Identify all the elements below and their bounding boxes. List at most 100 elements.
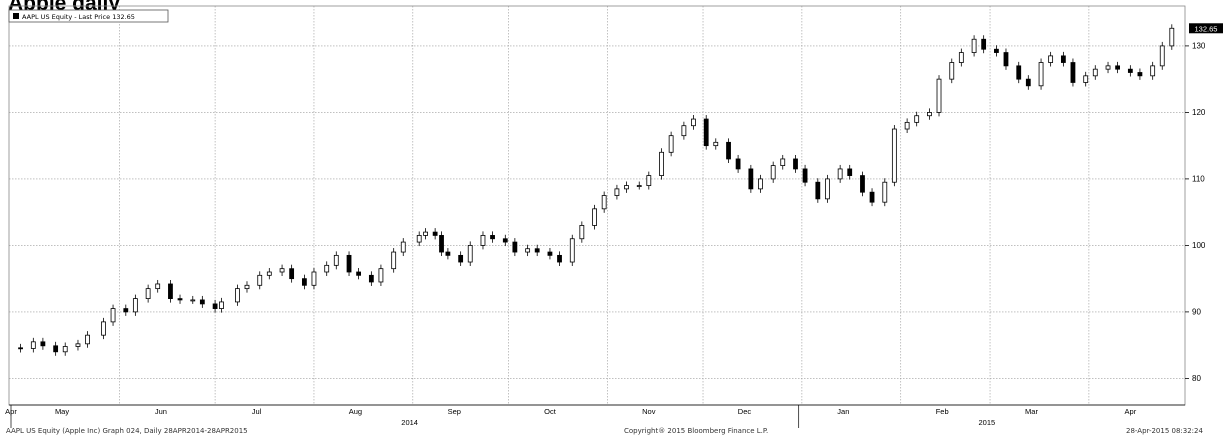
candle-body xyxy=(758,178,763,190)
candle-body xyxy=(416,235,422,243)
candle-body xyxy=(1025,78,1031,87)
legend-entry: AAPL US Equity - Last Price 132.65 xyxy=(22,13,135,21)
plot-frame xyxy=(8,5,1186,406)
candle-body xyxy=(981,38,987,50)
y-tick-label: 130 xyxy=(1192,41,1206,50)
candle-body xyxy=(244,284,250,290)
candle-body xyxy=(439,235,444,253)
candle-body xyxy=(199,299,205,305)
candle-body xyxy=(110,308,116,323)
candle-body xyxy=(324,264,330,273)
candle-body xyxy=(289,268,295,280)
candle-body xyxy=(101,321,106,336)
candle-body xyxy=(177,298,183,301)
candle-body xyxy=(346,254,352,273)
price-tag-label: 132.65 xyxy=(1195,24,1218,33)
candle-body xyxy=(904,121,910,130)
candle-body xyxy=(780,158,786,166)
candle-body xyxy=(1070,62,1076,83)
candle-body xyxy=(257,274,263,286)
x-tick-label: Dec xyxy=(738,407,752,416)
candle-body xyxy=(1083,75,1089,83)
candle-body xyxy=(659,151,664,176)
candle-body xyxy=(1016,65,1022,80)
x-tick-label: Mar xyxy=(1025,407,1038,416)
x-tick-label: Jan xyxy=(837,407,849,416)
candle-body xyxy=(748,168,754,190)
candle-body xyxy=(847,168,853,176)
y-tick-label: 80 xyxy=(1192,374,1201,383)
candle-body xyxy=(1127,68,1133,73)
candle-body xyxy=(1105,65,1111,70)
candle-body xyxy=(646,175,652,186)
candle-body xyxy=(569,238,575,263)
y-tick-label: 120 xyxy=(1192,108,1206,117)
candle-body xyxy=(1003,52,1009,67)
candle-body xyxy=(726,141,731,160)
candle-body xyxy=(1038,62,1044,87)
candle-body xyxy=(936,78,942,113)
x-tick-label: Sep xyxy=(448,407,461,416)
candle-body xyxy=(333,254,339,266)
x-tick-label: Feb xyxy=(936,407,949,416)
candle-body xyxy=(824,178,830,200)
candle-body xyxy=(1115,65,1120,70)
candle-body xyxy=(914,115,920,123)
candle-body xyxy=(668,135,674,153)
candle-body xyxy=(445,251,451,256)
candle-body xyxy=(40,341,46,347)
candle-body xyxy=(502,238,508,243)
candle-body xyxy=(691,118,696,127)
candles xyxy=(18,24,1175,356)
candle-body xyxy=(1150,65,1156,77)
year-label: 2015 xyxy=(979,418,996,427)
candle-body xyxy=(624,185,629,190)
candle-body xyxy=(994,48,999,53)
candle-body xyxy=(18,347,23,350)
candle-body xyxy=(190,299,196,302)
candle-body xyxy=(145,288,151,300)
candle-body xyxy=(927,112,932,117)
price-tag-box xyxy=(1189,23,1223,34)
candle-body xyxy=(837,168,843,180)
candle-body xyxy=(1092,68,1098,77)
y-tick-label: 110 xyxy=(1192,174,1205,183)
candle-body xyxy=(636,185,642,187)
candle-body xyxy=(391,251,397,270)
candle-body xyxy=(860,175,865,193)
candle-body xyxy=(235,288,240,303)
candle-body xyxy=(1048,55,1054,63)
candle-body xyxy=(311,271,317,286)
candle-body xyxy=(869,191,875,203)
year-label: 2014 xyxy=(401,418,418,427)
x-tick-label: Oct xyxy=(544,407,557,416)
x-tick-label: May xyxy=(55,407,69,416)
candle-body xyxy=(53,345,59,353)
candle-body xyxy=(601,195,607,210)
candle-body xyxy=(713,141,719,147)
candle-body xyxy=(882,181,888,203)
x-tick-label: Nov xyxy=(642,407,656,416)
candle-body xyxy=(1159,45,1165,67)
candle-body xyxy=(368,274,374,283)
candle-body xyxy=(30,341,36,349)
chart-grid xyxy=(9,6,1185,405)
candle-body xyxy=(770,165,776,180)
y-tick-label: 100 xyxy=(1192,241,1206,250)
candle-body xyxy=(971,38,977,53)
candle-body xyxy=(891,128,897,183)
legend-frame xyxy=(8,9,169,23)
candle-body xyxy=(490,235,495,240)
candle-body xyxy=(534,248,540,253)
candle-body xyxy=(75,343,81,347)
candle-body xyxy=(1060,55,1066,63)
candle-body xyxy=(958,52,964,63)
candle-body xyxy=(378,268,384,283)
candle-body xyxy=(155,283,161,290)
candle-body xyxy=(681,125,687,137)
candle-body xyxy=(592,208,597,226)
candle-body xyxy=(168,283,173,300)
footer-left: AAPL US Equity (Apple Inc) Graph 024, Da… xyxy=(6,427,248,435)
candle-body xyxy=(219,301,224,309)
